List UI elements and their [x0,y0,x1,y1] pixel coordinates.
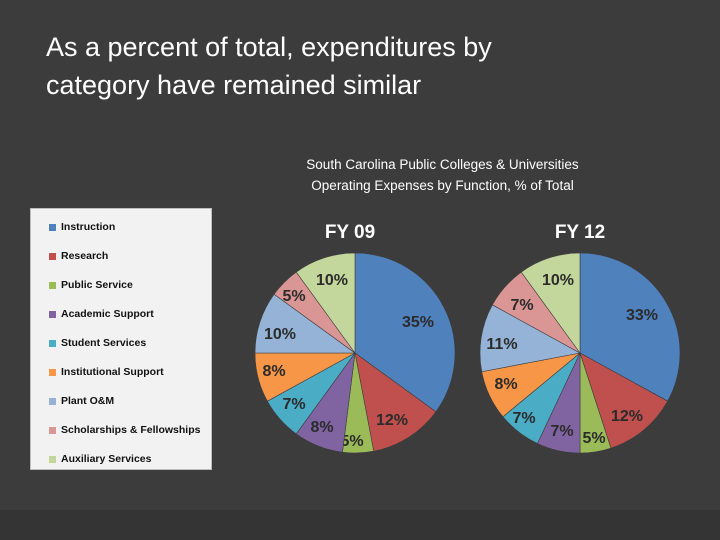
pie-slice [579,252,681,402]
slice-label: 7% [550,423,573,440]
pie-title: FY 09 [325,222,375,243]
pie-chart-1: 35% 12% 5% 8% 7% 8% 10% 5% 10% FY 09 [254,222,456,454]
legend-swatch [49,310,56,318]
slice-label: 8% [262,363,285,380]
footer-band [0,510,720,540]
legend-swatch [49,252,56,260]
pie-slice [354,352,437,452]
slice-label: 5% [340,433,363,450]
slice-label: 10% [264,326,296,343]
legend-label: Research [61,250,109,262]
legend-label: Instruction [61,221,116,233]
legend-label: Public Service [61,279,133,291]
legend-item: Academic Support [49,306,154,322]
slice-label: 7% [282,396,305,413]
pie-slice [579,352,669,449]
legend-swatch [49,397,56,405]
slice-label: 8% [310,419,333,436]
legend-label: Plant O&M [61,395,115,407]
legend-item: Institutional Support [49,364,164,380]
slice-label: 33% [626,307,658,324]
legend-label: Student Services [61,337,147,349]
slice-label: 12% [376,412,408,429]
slice-label: 8% [494,376,517,393]
pie-chart-2: 33% 12% 5% 7% 7% 8% 11% 7% 10% FY 12 [479,222,681,454]
legend-item: Research [49,248,108,264]
pie-slice [479,304,581,373]
pie-slice [520,252,581,354]
subtitle-line-1: South Carolina Public Colleges & Univers… [306,157,579,172]
legend-item: Instruction [49,219,115,235]
legend-swatch [49,368,56,376]
legend-item: Student Services [49,335,146,351]
chart-subtitle: South Carolina Public Colleges & Univers… [250,154,635,196]
legend-swatch [49,223,56,231]
slide-title-line-2: category have remained similar [46,70,422,100]
legend-item: Public Service [49,277,133,293]
legend-swatch [49,281,56,289]
legend-swatch [49,426,56,434]
slice-label: 7% [512,410,535,427]
slice-label: 7% [510,297,533,314]
legend-label: Auxiliary Services [61,453,152,465]
slice-label: 10% [316,272,348,289]
slide-title: As a percent of total, expenditures by c… [46,28,686,104]
legend-label: Academic Support [61,308,154,320]
pie-title: FY 12 [555,222,605,243]
slice-label: 11% [486,336,517,353]
legend-item: Plant O&M [49,393,114,409]
legend-swatch [49,455,56,463]
slice-label: 12% [611,408,643,425]
pie-slice [354,252,456,413]
legend-swatch [49,339,56,347]
pie-slice [295,252,356,354]
legend-label: Scholarships & Fellowships [61,424,201,436]
slice-label: 10% [542,272,574,289]
legend-item: Auxiliary Services [49,451,151,467]
slide-title-line-1: As a percent of total, expenditures by [46,32,492,62]
slice-label: 5% [282,288,305,305]
slice-label: 35% [402,314,434,331]
chart-legend: Instruction Research Public Service Academi… [30,208,212,470]
legend-item: Scholarships & Fellowships [49,422,200,438]
slice-label: 5% [582,430,605,447]
legend-label: Institutional Support [61,366,164,378]
subtitle-line-2: Operating Expenses by Function, % of Tot… [311,178,574,193]
